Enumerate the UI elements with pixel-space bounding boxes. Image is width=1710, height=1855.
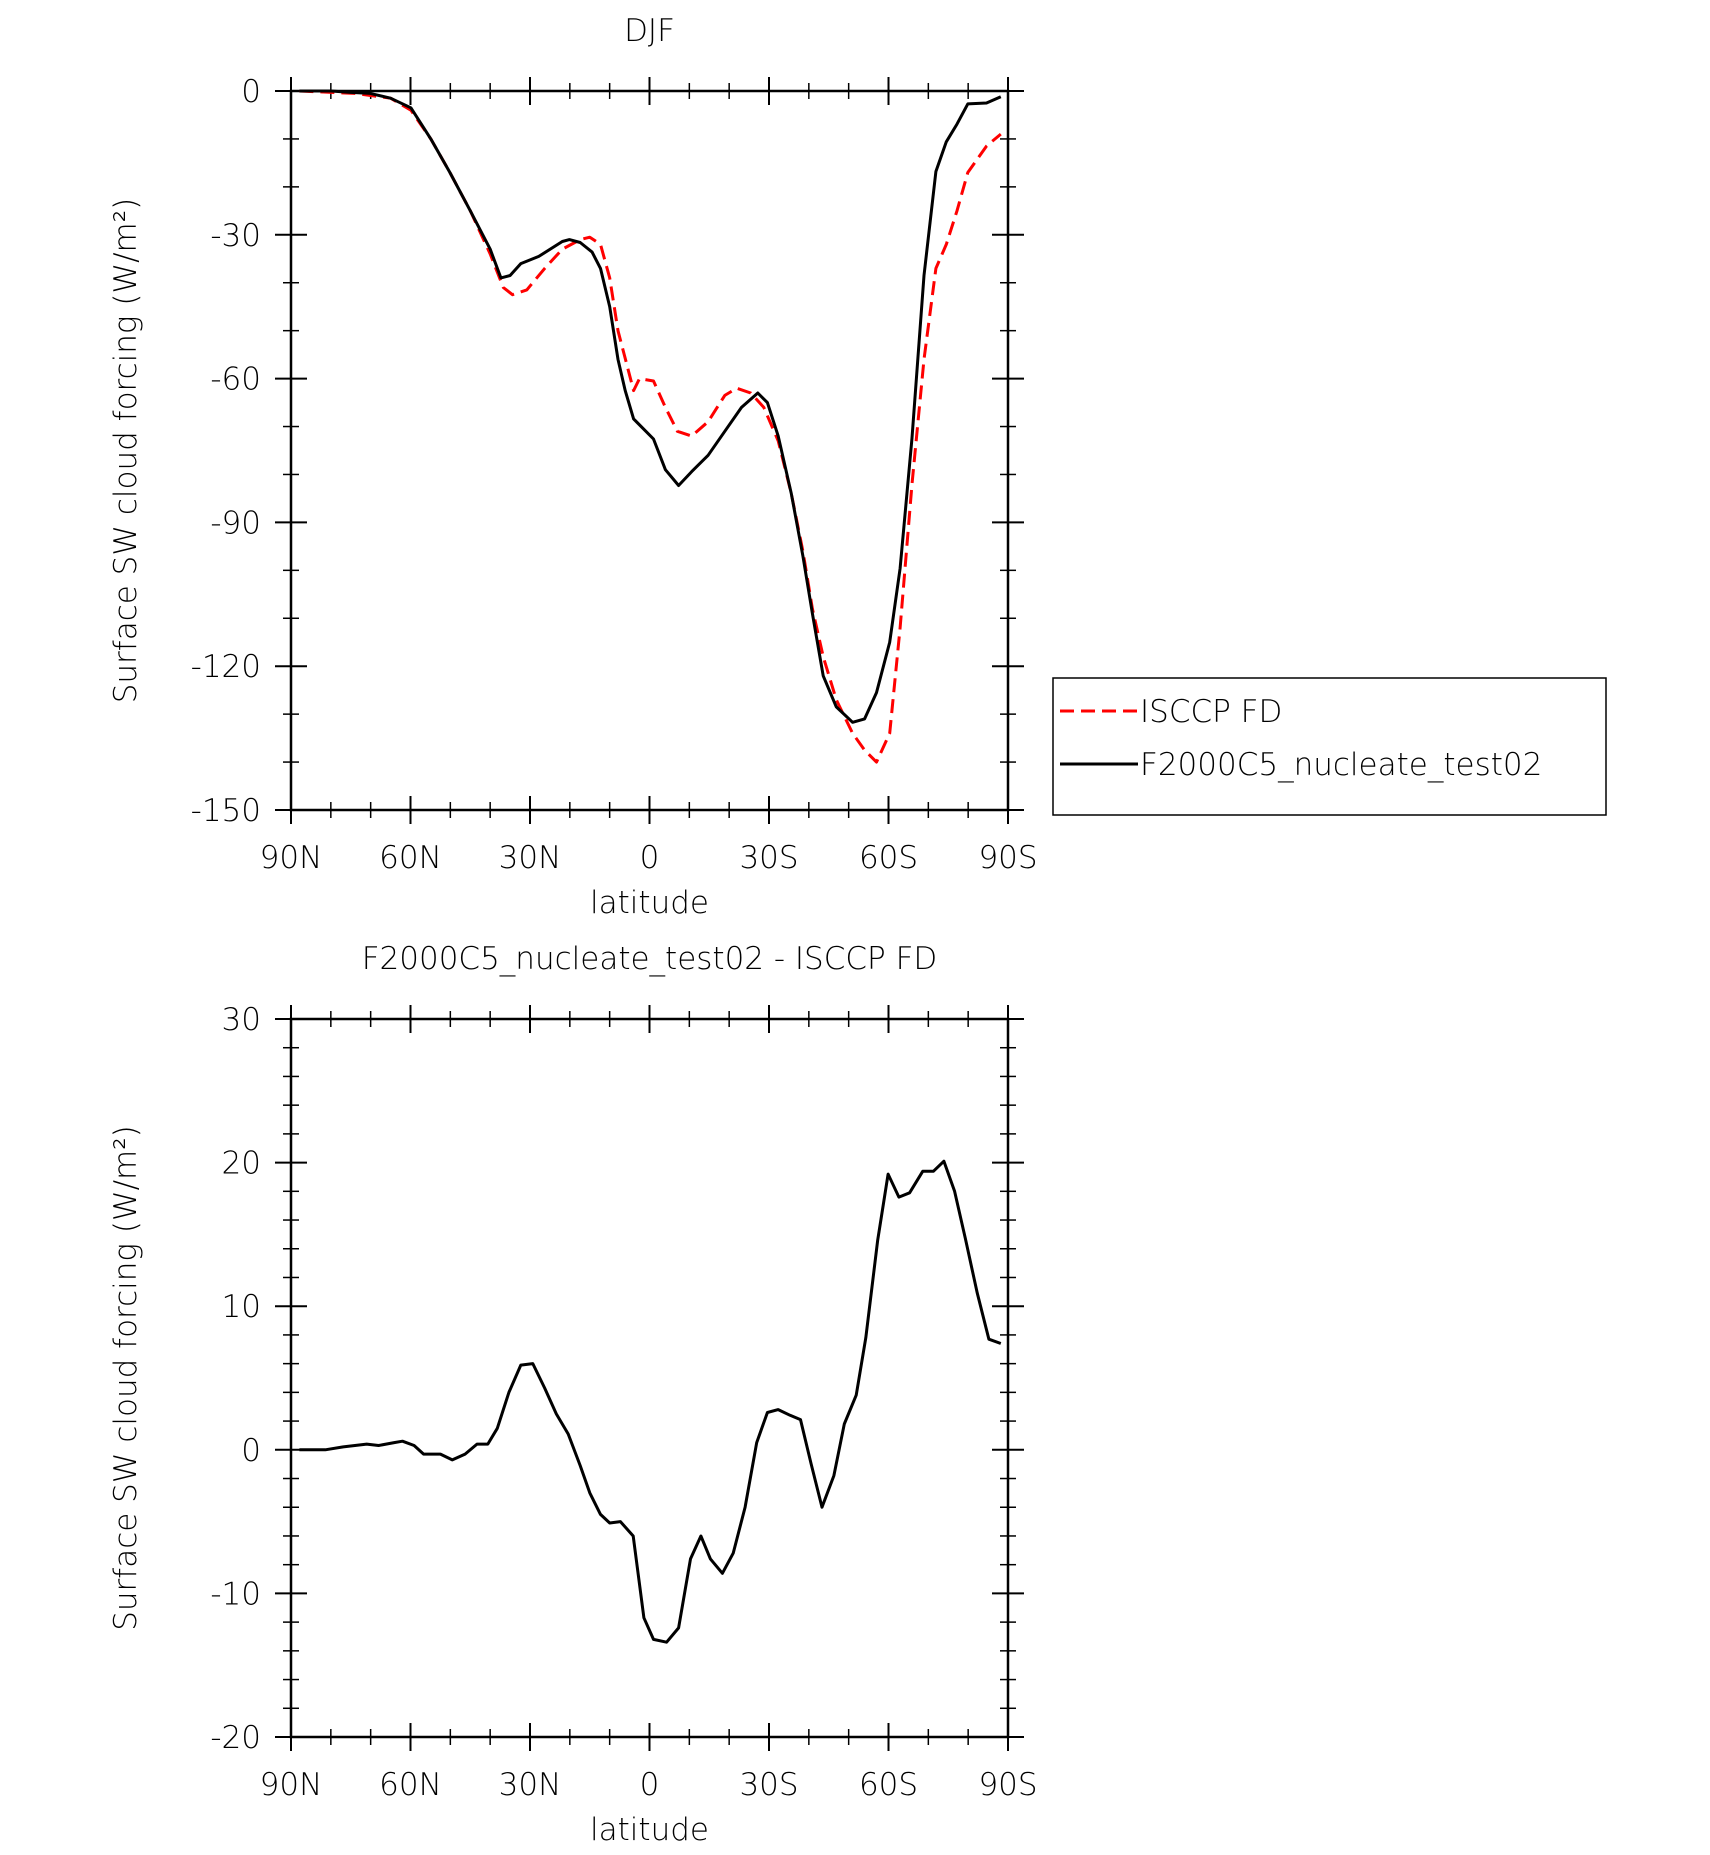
legend-label: F2000C5_nucleate_test02 [1140,747,1542,783]
y-tick-label: 0 [241,74,261,110]
y-tick-label: -150 [191,793,261,829]
x-tick-label: 30S [739,840,798,876]
x-tick-label: 60N [379,1767,442,1803]
legend-label: ISCCP FD [1140,694,1282,730]
y-tick-label: 30 [222,1002,261,1038]
x-tick-label: 60S [859,840,918,876]
x-tick-label: 60N [379,840,442,876]
y-tick-label: -10 [210,1576,261,1612]
y-tick-label: 10 [222,1289,261,1325]
x-axis-label: latitude [590,1812,709,1848]
y-tick-label: -60 [210,362,261,398]
x-tick-label: 90S [978,1767,1037,1803]
y-tick-label: -20 [210,1720,261,1756]
x-tick-label: 0 [640,840,660,876]
data-line [299,1159,1002,1644]
chart-title: F2000C5_nucleate_test02 - ISCCP FD [362,941,938,977]
y-tick-label: -90 [210,505,261,541]
legend-box [1052,677,1607,816]
y-tick-label: 20 [222,1146,261,1182]
y-tick-label: -120 [191,649,261,685]
chart-title: DJF [624,13,675,49]
x-tick-label: 90N [260,1767,323,1803]
x-tick-label: 30N [499,840,562,876]
y-axis-label: Surface SW cloud forcing (W/m²) [108,198,144,704]
data-line [299,89,1002,724]
data-line [299,89,1002,764]
y-axis-label: Surface SW cloud forcing (W/m²) [108,1125,144,1631]
x-tick-label: 90S [978,840,1037,876]
x-tick-label: 0 [640,1767,660,1803]
x-tick-label: 90N [260,840,323,876]
x-tick-label: 60S [859,1767,918,1803]
x-tick-label: 30N [499,1767,562,1803]
y-tick-label: -30 [210,218,261,254]
plot-frame [289,89,1010,812]
x-axis-label: latitude [590,885,709,921]
x-tick-label: 30S [739,1767,798,1803]
y-tick-label: 0 [241,1433,261,1469]
